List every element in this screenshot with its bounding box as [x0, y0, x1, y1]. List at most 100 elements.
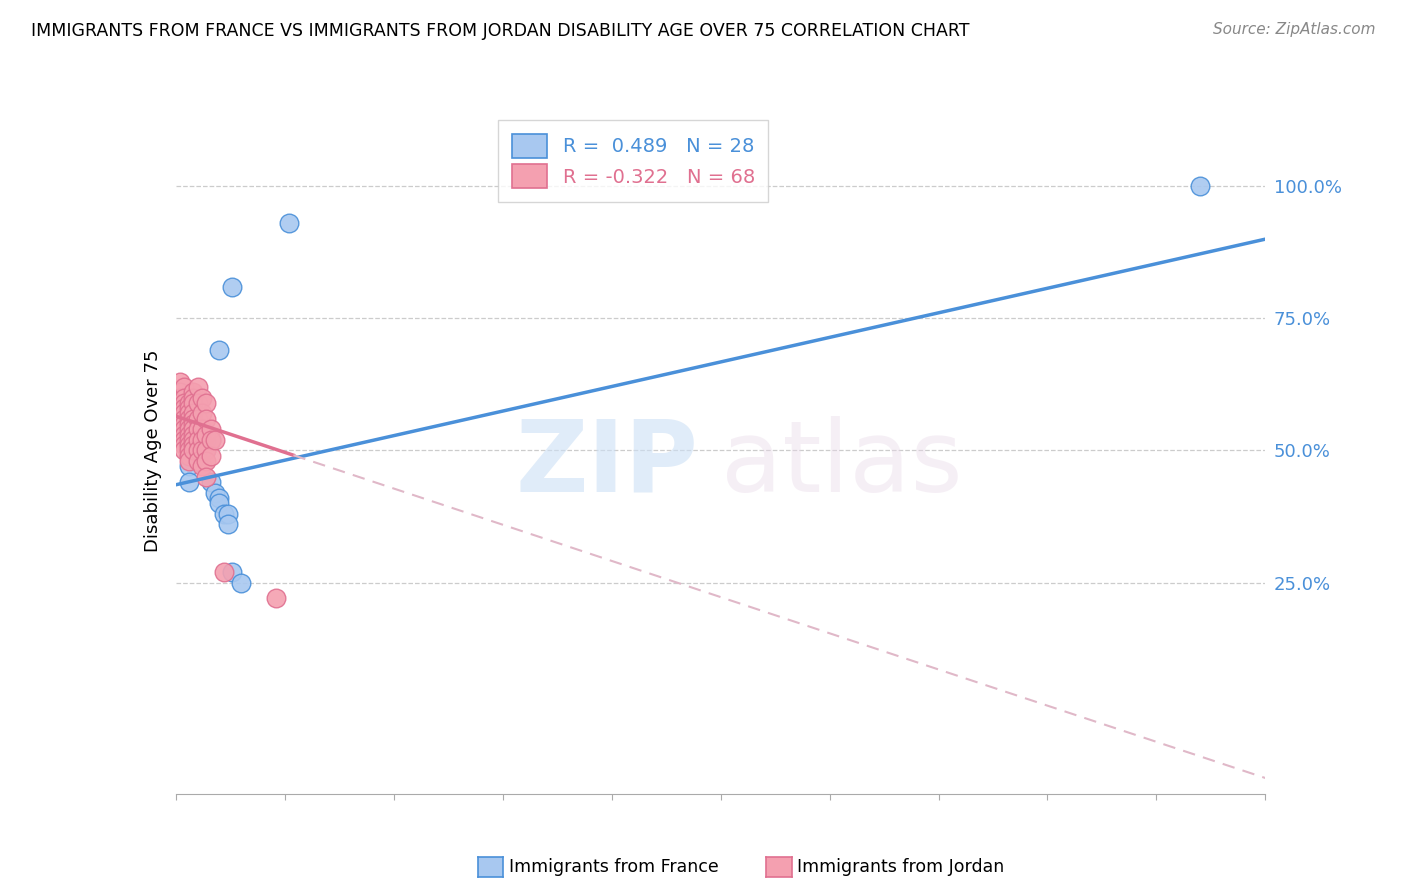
Point	[200, 475, 222, 490]
Point	[181, 391, 204, 405]
Legend: R =  0.489   N = 28, R = -0.322   N = 68: R = 0.489 N = 28, R = -0.322 N = 68	[498, 120, 769, 202]
Point	[181, 407, 204, 421]
Point	[186, 443, 209, 458]
Point	[217, 517, 239, 532]
Point	[208, 343, 231, 357]
Point	[169, 401, 191, 416]
Point	[264, 591, 287, 606]
Point	[173, 380, 195, 394]
Point	[177, 443, 200, 458]
Point	[181, 427, 204, 442]
Point	[191, 433, 214, 447]
Point	[181, 443, 204, 458]
Point	[177, 396, 200, 410]
Point	[177, 438, 200, 452]
Point	[221, 565, 243, 579]
Point	[217, 507, 239, 521]
Point	[177, 449, 200, 463]
Point	[169, 385, 191, 400]
Point	[177, 411, 200, 425]
Point	[173, 417, 195, 431]
Point	[181, 385, 204, 400]
Point	[177, 454, 200, 468]
Point	[204, 485, 226, 500]
Text: IMMIGRANTS FROM FRANCE VS IMMIGRANTS FROM JORDAN DISABILITY AGE OVER 75 CORRELAT: IMMIGRANTS FROM FRANCE VS IMMIGRANTS FRO…	[31, 22, 969, 40]
Text: ZIP: ZIP	[516, 416, 699, 513]
Point	[212, 565, 235, 579]
Point	[208, 496, 231, 510]
Point	[186, 380, 209, 394]
Point	[177, 422, 200, 436]
Point	[186, 422, 209, 436]
Text: Source: ZipAtlas.com: Source: ZipAtlas.com	[1212, 22, 1375, 37]
Point	[191, 438, 214, 452]
Point	[173, 407, 195, 421]
Point	[186, 449, 209, 463]
Point	[191, 433, 214, 447]
Point	[181, 438, 204, 452]
Point	[186, 443, 209, 458]
Point	[169, 391, 191, 405]
Point	[169, 396, 191, 410]
Point	[173, 401, 195, 416]
Point	[173, 396, 195, 410]
Point	[181, 433, 204, 447]
Point	[195, 433, 218, 447]
Point	[181, 449, 204, 463]
Point	[200, 422, 222, 436]
Point	[195, 443, 218, 458]
Point	[191, 443, 214, 458]
Point	[173, 433, 195, 447]
Point	[186, 433, 209, 447]
Point	[173, 391, 195, 405]
Point	[191, 391, 214, 405]
Point	[177, 433, 200, 447]
Point	[169, 411, 191, 425]
Point	[181, 411, 204, 425]
Point	[195, 470, 218, 484]
Point	[181, 396, 204, 410]
Point	[212, 507, 235, 521]
Point	[186, 396, 209, 410]
Point	[169, 407, 191, 421]
Text: atlas: atlas	[721, 416, 962, 513]
Point	[173, 422, 195, 436]
Point	[231, 575, 253, 590]
Point	[173, 427, 195, 442]
Point	[278, 216, 301, 230]
Text: Immigrants from Jordan: Immigrants from Jordan	[797, 858, 1004, 876]
Point	[177, 449, 200, 463]
Point	[169, 375, 191, 389]
Point	[181, 422, 204, 436]
Point	[173, 438, 195, 452]
Point	[177, 401, 200, 416]
Point	[177, 459, 200, 474]
Point	[1189, 179, 1212, 194]
Point	[177, 417, 200, 431]
Point	[186, 411, 209, 425]
Point	[200, 433, 222, 447]
Point	[195, 454, 218, 468]
Point	[200, 433, 222, 447]
Point	[191, 459, 214, 474]
Point	[169, 417, 191, 431]
Point	[191, 422, 214, 436]
Point	[181, 417, 204, 431]
Point	[221, 279, 243, 293]
Point	[177, 475, 200, 490]
Point	[186, 454, 209, 468]
Point	[195, 411, 218, 425]
Point	[200, 449, 222, 463]
Point	[173, 443, 195, 458]
Point	[169, 422, 191, 436]
Point	[191, 407, 214, 421]
Point	[204, 433, 226, 447]
Y-axis label: Disability Age Over 75: Disability Age Over 75	[143, 349, 162, 552]
Point	[208, 491, 231, 505]
Text: Immigrants from France: Immigrants from France	[509, 858, 718, 876]
Point	[191, 443, 214, 458]
Point	[177, 407, 200, 421]
Point	[181, 454, 204, 468]
Point	[195, 396, 218, 410]
Point	[186, 433, 209, 447]
